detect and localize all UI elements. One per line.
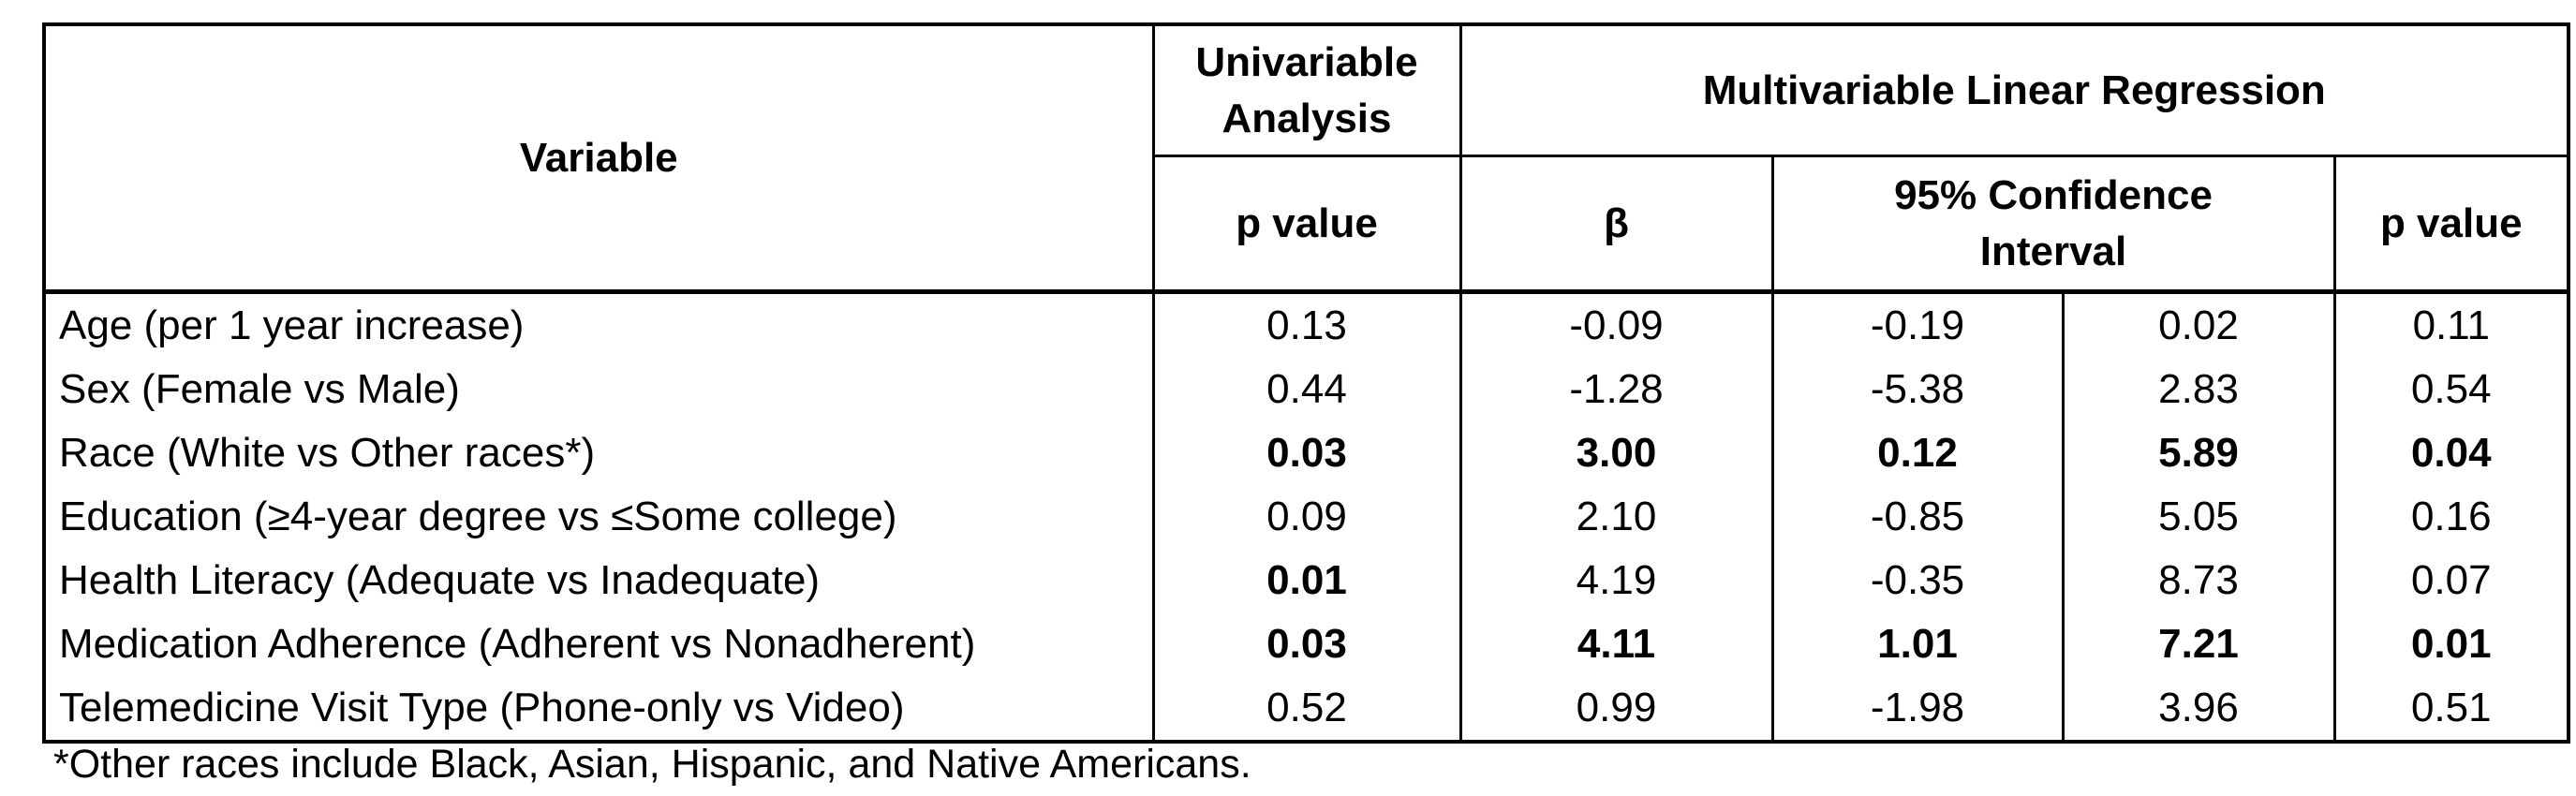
ci-lower-cell: -0.19 (1770, 291, 2065, 358)
univariable-p-cell: 0.13 (1151, 291, 1462, 358)
ci-upper-cell: 8.73 (2061, 549, 2336, 612)
univariable-p-cell: 0.44 (1151, 358, 1462, 421)
univariable-p-cell: 0.03 (1151, 421, 1462, 485)
column-header-variable: Variable (42, 22, 1155, 294)
variable-cell: Telemedicine Visit Type (Phone-only vs V… (42, 676, 1155, 742)
multivariable-p-cell: 0.16 (2332, 485, 2570, 549)
header-row-subcolumns: p value β 95% Confidence Interval p valu… (44, 155, 2570, 294)
column-header-univariable-analysis: Univariable Analysis (1151, 22, 1462, 157)
variable-cell: Sex (Female vs Male) (42, 358, 1155, 421)
multivariable-p-cell: 0.04 (2332, 421, 2570, 485)
ci-upper-cell: 7.21 (2061, 612, 2336, 676)
variable-cell: Race (White vs Other races*) (42, 421, 1155, 485)
table-row: Age (per 1 year increase) 0.13 -0.09 -0.… (42, 291, 2570, 358)
column-header-beta: β (1458, 155, 1774, 294)
variable-cell: Medication Adherence (Adherent vs Nonadh… (42, 612, 1155, 676)
ci-lower-cell: 0.12 (1770, 421, 2065, 485)
variable-cell: Health Literacy (Adequate vs Inadequate) (42, 549, 1155, 612)
table-header: Variable Univariable Analysis Multivaria… (42, 22, 2570, 294)
multivariable-p-cell: 0.07 (2332, 549, 2570, 612)
confidence-interval-label: 95% Confidence Interval (1894, 171, 2213, 274)
header-row-groups: Variable Univariable Analysis Multivaria… (42, 22, 2570, 294)
univariable-p-cell: 0.03 (1151, 612, 1462, 676)
beta-cell: 2.10 (1458, 485, 1774, 549)
ci-upper-cell: 5.05 (2061, 485, 2336, 549)
beta-cell: -0.09 (1458, 291, 1774, 358)
beta-cell: 3.00 (1458, 421, 1774, 485)
table-row: Race (White vs Other races*) 0.03 3.00 0… (42, 421, 2570, 485)
multivariable-p-cell: 0.01 (2332, 612, 2570, 676)
column-header-confidence-interval: 95% Confidence Interval (1770, 155, 2336, 294)
multivariable-p-cell: 0.54 (2332, 358, 2570, 421)
ci-upper-cell: 3.96 (2061, 676, 2336, 742)
table-row: Education (≥4-year degree vs ≤Some colle… (42, 485, 2570, 549)
table-row: Medication Adherence (Adherent vs Nonadh… (42, 612, 2570, 676)
column-header-univariable-p-value: p value (1151, 155, 1462, 294)
table-footnote: *Other races include Black, Asian, Hispa… (53, 742, 1251, 787)
column-header-multivariable-regression: Multivariable Linear Regression (1458, 22, 2570, 157)
ci-upper-cell: 0.02 (2061, 291, 2336, 358)
table-row: Telemedicine Visit Type (Phone-only vs V… (42, 676, 2570, 742)
beta-cell: 4.19 (1458, 549, 1774, 612)
beta-cell: 4.11 (1458, 612, 1774, 676)
column-header-multivariable-p-value: p value (2332, 155, 2570, 294)
ci-lower-cell: -1.98 (1770, 676, 2065, 742)
variable-cell: Age (per 1 year increase) (42, 291, 1155, 358)
multivariable-p-cell: 0.51 (2332, 676, 2570, 742)
table-body: Age (per 1 year increase) 0.13 -0.09 -0.… (42, 291, 2570, 742)
ci-lower-cell: -0.35 (1770, 549, 2065, 612)
variable-cell: Education (≥4-year degree vs ≤Some colle… (42, 485, 1155, 549)
beta-cell: 0.99 (1458, 676, 1774, 742)
multivariable-p-cell: 0.11 (2332, 291, 2570, 358)
univariable-p-cell: 0.09 (1151, 485, 1462, 549)
univariable-p-cell: 0.01 (1151, 549, 1462, 612)
ci-upper-cell: 5.89 (2061, 421, 2336, 485)
results-table: Variable Univariable Analysis Multivaria… (42, 22, 2571, 744)
ci-upper-cell: 2.83 (2061, 358, 2336, 421)
ci-lower-cell: -0.85 (1770, 485, 2065, 549)
table-row: Health Literacy (Adequate vs Inadequate)… (42, 549, 2570, 612)
table-row: Sex (Female vs Male) 0.44 -1.28 -5.38 2.… (42, 358, 2570, 421)
ci-lower-cell: 1.01 (1770, 612, 2065, 676)
univariable-p-cell: 0.52 (1151, 676, 1462, 742)
ci-lower-cell: -5.38 (1770, 358, 2065, 421)
beta-cell: -1.28 (1458, 358, 1774, 421)
